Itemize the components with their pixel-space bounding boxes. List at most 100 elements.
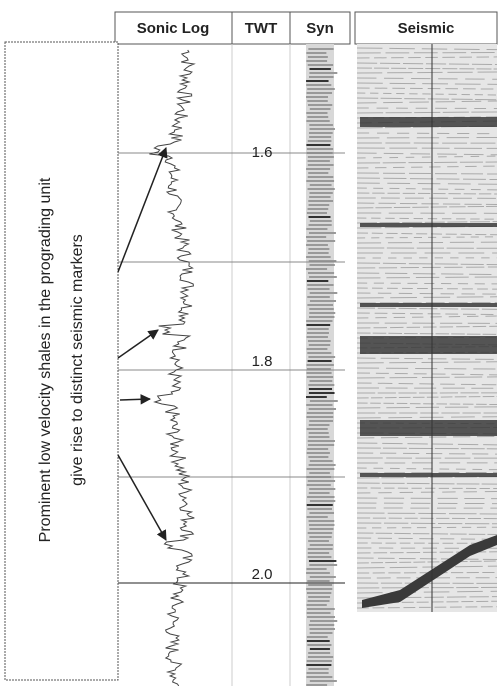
synthetic-band <box>307 608 335 610</box>
synthetic-band <box>306 348 328 350</box>
seismic-reflector <box>356 522 498 525</box>
synthetic-band <box>308 424 330 426</box>
seismic-reflector <box>356 502 498 505</box>
synthetic-band <box>307 288 330 290</box>
seismic-reflector <box>356 187 498 191</box>
synthetic-band <box>307 480 336 482</box>
synthetic-band <box>307 580 330 582</box>
seismic-reflector <box>356 376 498 379</box>
synthetic-band <box>308 584 333 586</box>
seismic-event <box>360 223 497 227</box>
synthetic-band <box>307 64 334 66</box>
seismic-reflector <box>356 236 498 239</box>
synthetic-band <box>309 292 338 294</box>
synthetic-band <box>306 212 327 214</box>
synthetic-band <box>309 564 338 566</box>
synthetic-band <box>308 224 332 226</box>
seismic-reflector <box>356 447 498 450</box>
synthetic-band <box>306 592 332 594</box>
synthetic-band <box>306 672 329 674</box>
seismic-reflector <box>356 512 498 515</box>
seismic-reflector <box>356 136 498 139</box>
synthetic-band <box>309 196 331 198</box>
synthetic-band <box>309 620 338 622</box>
synthetic-band <box>309 72 338 74</box>
seismic-reflector <box>356 217 498 220</box>
synthetic-band <box>308 624 335 626</box>
synthetic-band <box>308 356 336 358</box>
synthetic-band <box>307 508 333 510</box>
synthetic-band <box>308 316 335 318</box>
synthetic-band <box>306 80 329 82</box>
seismic-reflector <box>356 205 498 209</box>
annotation-box <box>4 41 119 681</box>
synthetic-band <box>306 112 328 114</box>
synthetic-band <box>306 404 333 406</box>
synthetic-band <box>309 264 335 266</box>
synthetic-band <box>307 240 336 242</box>
seismic-reflector <box>356 172 498 175</box>
synthetic-band <box>308 232 336 234</box>
seismic-reflector <box>356 490 498 494</box>
synthetic-band <box>308 384 335 386</box>
seismic-reflector <box>356 47 498 51</box>
seismic-reflector <box>356 402 498 406</box>
synthetic-band <box>307 644 332 646</box>
annotation-line: give rise to distinct seismic markers <box>69 234 86 486</box>
synthetic-band <box>306 468 335 470</box>
synthetic-band <box>306 484 331 486</box>
header-cell <box>114 11 233 45</box>
seismic-reflector <box>356 372 498 376</box>
seismic-reflector <box>356 202 498 206</box>
seismic-reflector <box>356 287 498 290</box>
synthetic-band <box>307 656 334 658</box>
synthetic-band <box>308 464 336 466</box>
synthetic-band <box>309 500 336 502</box>
synthetic-band <box>309 76 334 78</box>
synthetic-band <box>307 188 335 190</box>
synthetic-band <box>306 588 333 590</box>
synthetic-band <box>306 244 328 246</box>
seismic-reflector <box>356 452 498 455</box>
synthetic-band <box>309 308 334 310</box>
synthetic-band <box>306 364 334 366</box>
synthetic-band <box>309 276 337 278</box>
synthetic-band <box>307 56 328 58</box>
synthetic-band <box>309 184 332 186</box>
seismic-reflector <box>356 56 498 59</box>
seismic-reflector <box>356 241 498 244</box>
synthetic-band <box>306 120 330 122</box>
synthetic-band <box>307 496 335 498</box>
synthetic-band <box>307 116 329 118</box>
synthetic-band <box>309 380 333 382</box>
seismic-reflector <box>356 367 498 370</box>
seismic-reflector <box>356 416 498 419</box>
synthetic-band <box>306 236 327 238</box>
synthetic-band <box>307 252 329 254</box>
seismic-reflector <box>356 82 498 85</box>
seismic-reflector <box>356 62 498 66</box>
seismic-reflector <box>356 165 498 169</box>
seismic-reflector <box>356 361 498 364</box>
synthetic-band <box>306 676 333 678</box>
seismic-reflector <box>356 272 498 276</box>
synthetic-band <box>307 296 330 298</box>
seismic-reflector <box>356 221 498 224</box>
seismic-reflector <box>356 182 498 185</box>
synthetic-band <box>308 520 335 522</box>
seismic-reflector <box>356 560 498 564</box>
synthetic-band <box>307 140 332 142</box>
seismic-reflector <box>356 177 498 181</box>
synthetic-band <box>306 256 331 258</box>
synthetic-band <box>306 660 332 662</box>
synthetic-band <box>306 168 331 170</box>
seismic-reflector <box>356 92 498 96</box>
synthetic-band <box>307 100 328 102</box>
synthetic-band <box>307 360 332 362</box>
seismic-reflector <box>356 296 498 299</box>
synthetic-band <box>308 432 329 434</box>
synthetic-band <box>306 612 331 614</box>
seismic-reflector <box>356 537 498 540</box>
synthetic-band <box>309 108 331 110</box>
seismic-reflector <box>356 606 498 609</box>
